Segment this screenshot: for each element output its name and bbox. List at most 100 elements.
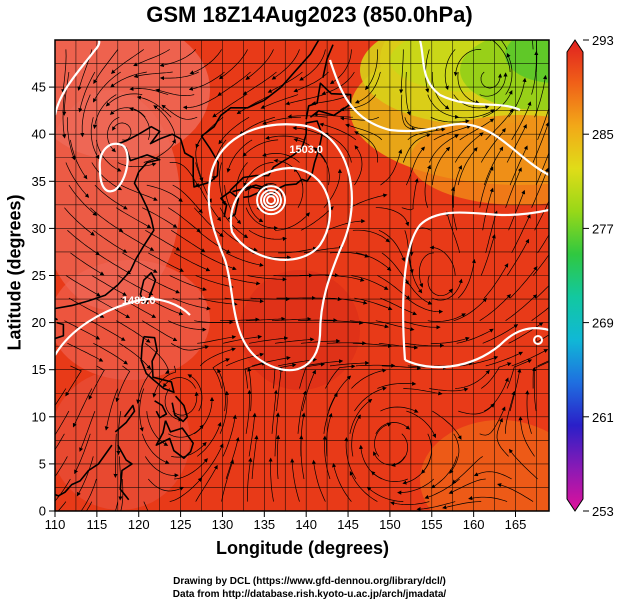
streamline bbox=[94, 184, 128, 210]
streamline bbox=[245, 49, 274, 80]
streamline bbox=[65, 162, 90, 198]
contour-label: 1489.0 bbox=[122, 295, 156, 307]
streamline bbox=[319, 122, 357, 141]
x-tick-label: 155 bbox=[421, 517, 443, 532]
streamline bbox=[68, 184, 98, 216]
streamline bbox=[225, 352, 265, 367]
streamline bbox=[323, 320, 364, 325]
streamline bbox=[505, 294, 538, 321]
streamline bbox=[449, 433, 460, 474]
streamline bbox=[224, 185, 241, 225]
streamline bbox=[329, 251, 370, 258]
streamline bbox=[90, 320, 126, 341]
streamline bbox=[339, 116, 380, 121]
streamline bbox=[391, 433, 409, 467]
streamline bbox=[110, 71, 147, 88]
streamline bbox=[78, 71, 96, 113]
streamline bbox=[328, 297, 368, 305]
wind-streamlines bbox=[55, 40, 549, 511]
streamline bbox=[250, 297, 291, 302]
streamline bbox=[182, 94, 221, 110]
streamline bbox=[274, 412, 280, 457]
streamline bbox=[196, 421, 222, 457]
streamline bbox=[251, 435, 259, 480]
streamline bbox=[159, 71, 199, 81]
streamline bbox=[427, 94, 460, 119]
streamline bbox=[535, 144, 549, 186]
streamline bbox=[142, 320, 178, 342]
streamline bbox=[276, 367, 284, 412]
streamline bbox=[248, 230, 287, 241]
streamline bbox=[195, 116, 224, 149]
streamline bbox=[511, 349, 549, 367]
streamline bbox=[246, 316, 286, 322]
streamline bbox=[146, 411, 169, 446]
x-tick-label: 165 bbox=[505, 517, 527, 532]
credit-line-data: Data from http://database.rish.kyoto-u.a… bbox=[172, 589, 447, 600]
height-contour bbox=[55, 40, 101, 116]
streamline bbox=[271, 316, 312, 322]
streamline bbox=[122, 252, 158, 273]
streamline bbox=[401, 320, 441, 330]
y-tick-label: 15 bbox=[32, 362, 46, 377]
streamline bbox=[263, 183, 283, 209]
credit-line-dcl: Drawing by DCL (https://www.gfd-dennou.o… bbox=[173, 576, 446, 587]
coastline bbox=[322, 44, 334, 78]
streamline bbox=[117, 275, 154, 296]
streamline bbox=[85, 501, 93, 511]
streamline bbox=[534, 74, 548, 118]
height-contour bbox=[207, 123, 353, 372]
streamline bbox=[169, 275, 207, 292]
streamline bbox=[199, 347, 236, 367]
streamline bbox=[313, 147, 330, 186]
streamline bbox=[79, 410, 96, 452]
streamline bbox=[378, 229, 406, 262]
streamline bbox=[172, 184, 203, 214]
streamline bbox=[324, 132, 352, 163]
streamline bbox=[326, 412, 333, 457]
streamline bbox=[485, 351, 524, 367]
height-contour bbox=[404, 327, 549, 369]
streamline bbox=[365, 49, 378, 91]
streamline bbox=[195, 275, 234, 289]
streamline bbox=[168, 207, 201, 233]
streamline bbox=[247, 184, 264, 223]
streamline bbox=[74, 433, 91, 475]
streamline bbox=[68, 297, 105, 318]
streamline bbox=[326, 219, 366, 231]
x-tick-label: 115 bbox=[86, 517, 107, 532]
streamline bbox=[299, 49, 326, 81]
streamline bbox=[326, 341, 367, 346]
streamline bbox=[424, 164, 432, 208]
streamline bbox=[136, 365, 153, 404]
y-tick-label: 30 bbox=[32, 221, 46, 236]
streamline bbox=[416, 501, 456, 511]
streamline bbox=[80, 94, 91, 138]
x-tick-label: 135 bbox=[253, 517, 275, 532]
streamline bbox=[292, 125, 331, 141]
streamline bbox=[432, 410, 462, 440]
streamline bbox=[90, 117, 100, 160]
streamline bbox=[104, 388, 119, 431]
streamline bbox=[139, 388, 145, 432]
streamline bbox=[429, 387, 469, 392]
x-tick-label: 130 bbox=[212, 517, 234, 532]
streamline bbox=[67, 342, 104, 362]
streamline bbox=[119, 343, 151, 370]
streamline bbox=[129, 107, 151, 140]
height-contour bbox=[328, 59, 549, 176]
streamline bbox=[506, 359, 533, 389]
streamline bbox=[217, 71, 251, 96]
streamline bbox=[148, 252, 184, 272]
streamline bbox=[153, 105, 176, 140]
streamline bbox=[485, 108, 514, 141]
streamline bbox=[169, 477, 203, 502]
streamline bbox=[349, 398, 373, 434]
streamline bbox=[401, 94, 416, 131]
streamline bbox=[418, 252, 434, 288]
streamline bbox=[247, 275, 287, 282]
streamline bbox=[245, 389, 252, 434]
streamline bbox=[468, 496, 508, 502]
streamline bbox=[278, 357, 318, 367]
streamline bbox=[313, 112, 353, 118]
